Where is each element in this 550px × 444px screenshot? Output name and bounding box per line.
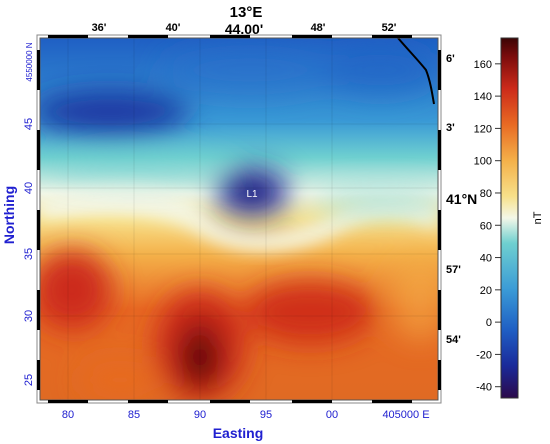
colorbar-ticks: 160 140 120 100 80 60 40 20 0 -20 -40 xyxy=(474,59,501,394)
right-lat-major-label: 41°N xyxy=(446,191,477,207)
x-right-label: 405000 E xyxy=(382,409,429,421)
y-tick: 25 xyxy=(23,374,35,386)
x-tick: 90 xyxy=(194,409,206,421)
colorbar-tick-label: 120 xyxy=(474,123,492,135)
colorbar-tick-label: 80 xyxy=(480,188,492,200)
top-lon-major-label: 13°E xyxy=(230,4,263,21)
top-lon-tick: 36' xyxy=(92,22,107,34)
map-frame xyxy=(36,34,442,404)
top-lon-tick: 48' xyxy=(311,22,326,34)
top-lon-major2-label: 44.00' xyxy=(225,21,263,37)
right-lat-tick: 3' xyxy=(446,122,455,134)
colorbar-tick-label: -20 xyxy=(476,349,492,361)
right-lat-tick: 54' xyxy=(446,334,461,346)
colorbar-unit: nT xyxy=(532,211,544,224)
y-tick: 40 xyxy=(23,182,35,194)
top-lon-tick: 52' xyxy=(382,22,397,34)
colorbar-tick-label: -40 xyxy=(476,382,492,394)
colorbar-tick-label: 100 xyxy=(474,156,492,168)
colorbar: 160 140 120 100 80 60 40 20 0 -20 -40 nT xyxy=(474,37,544,399)
y-tick: 30 xyxy=(23,310,35,322)
anomaly-label: L1 xyxy=(246,189,258,200)
x-tick: 95 xyxy=(260,409,272,421)
y-tick: 35 xyxy=(23,248,35,260)
anomaly-field xyxy=(40,38,438,400)
colorbar-tick-label: 140 xyxy=(474,91,492,103)
x-tick: 00 xyxy=(326,409,338,421)
colorbar-tick-label: 0 xyxy=(486,317,492,329)
top-lon-tick: 40' xyxy=(166,22,181,34)
colorbar-tick-label: 60 xyxy=(480,220,492,232)
y-axis-title: Northing xyxy=(1,186,17,244)
colorbar-tick-label: 160 xyxy=(474,59,492,71)
x-axis-title: Easting xyxy=(213,425,264,441)
colorbar-ramp xyxy=(500,37,519,399)
x-tick: 85 xyxy=(128,409,140,421)
right-lat-tick: 57' xyxy=(446,264,461,276)
colorbar-tick-label: 20 xyxy=(480,285,492,297)
x-tick: 80 xyxy=(62,409,74,421)
coastline xyxy=(397,38,435,105)
right-lat-tick: 6' xyxy=(446,53,455,65)
y-top-label: 4550000 N xyxy=(25,42,34,81)
colorbar-tick-label: 40 xyxy=(480,253,492,265)
y-tick: 45 xyxy=(23,118,35,130)
